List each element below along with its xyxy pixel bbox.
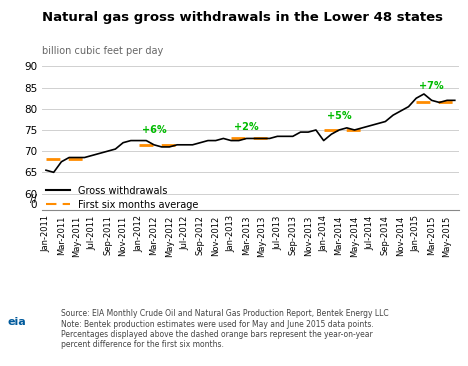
Legend: Gross withdrawals, First six months average: Gross withdrawals, First six months aver… (42, 182, 202, 213)
Text: eia: eia (7, 317, 26, 326)
Text: billion cubic feet per day: billion cubic feet per day (42, 46, 163, 56)
Text: percent difference for the first six months.: percent difference for the first six mon… (61, 340, 224, 349)
Text: +5%: +5% (327, 111, 351, 121)
Text: Source: EIA Monthly Crude Oil and Natural Gas Production Report, Bentek Energy L: Source: EIA Monthly Crude Oil and Natura… (61, 309, 388, 318)
Text: Note: Bentek production estimates were used for May and June 2015 data points.: Note: Bentek production estimates were u… (61, 320, 373, 329)
Text: +6%: +6% (142, 125, 166, 135)
Text: Percentages displayed above the dashed orange bars represent the year-on-year: Percentages displayed above the dashed o… (61, 330, 373, 339)
Text: +2%: +2% (234, 122, 259, 132)
Text: Natural gas gross withdrawals in the Lower 48 states: Natural gas gross withdrawals in the Low… (42, 11, 443, 24)
Text: +7%: +7% (419, 81, 444, 91)
